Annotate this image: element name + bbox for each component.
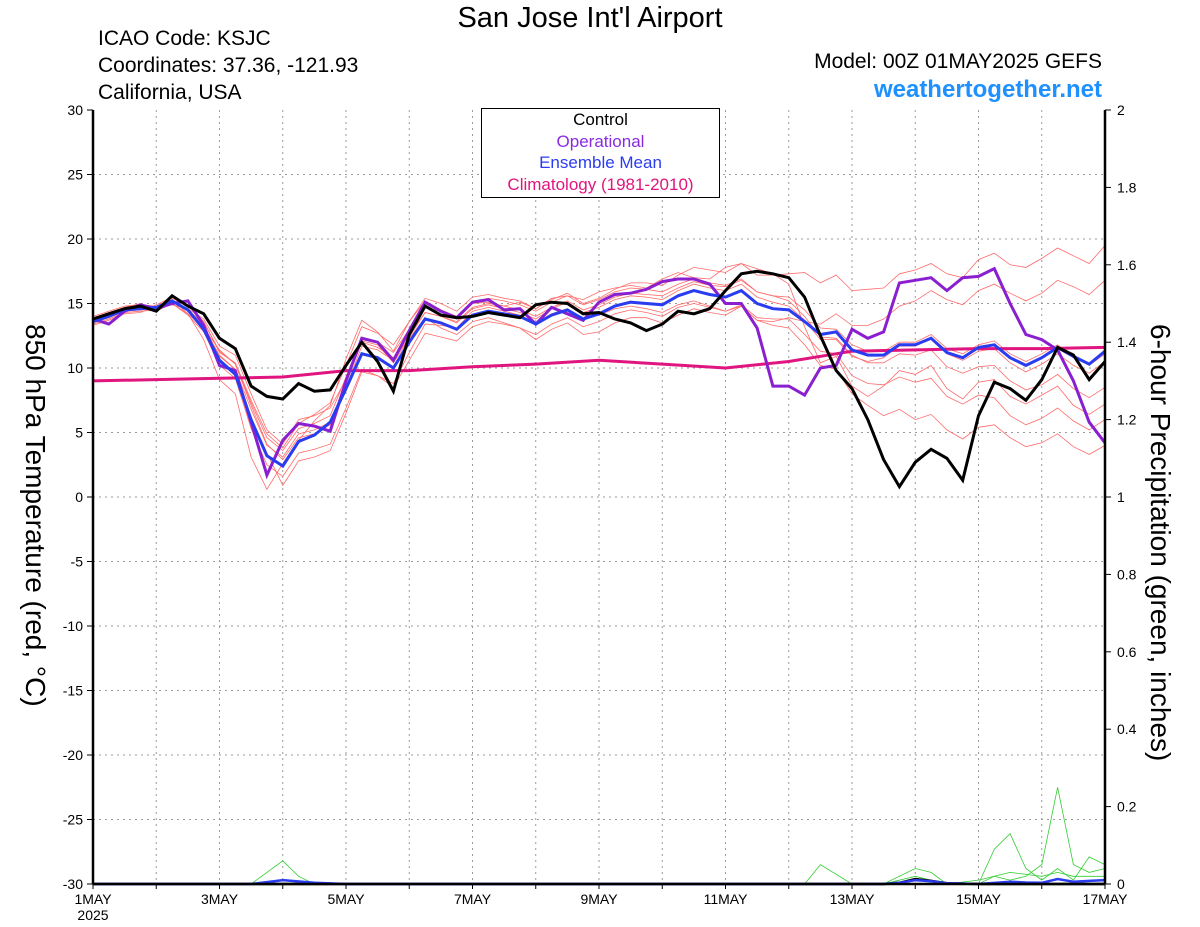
- y-right-tick-label: 0.2: [1117, 799, 1137, 815]
- x-tick-label: 9MAY: [580, 891, 618, 907]
- region: California, USA: [98, 81, 242, 104]
- legend-control: Control: [573, 110, 628, 129]
- y-axis-label-right: 6-hour Precipitation (green, inches): [1145, 324, 1176, 762]
- x-tick-label: 3MAY: [201, 891, 239, 907]
- y-tick-label: -15: [63, 683, 83, 699]
- x-tick-sublabel: 2025: [77, 907, 108, 923]
- y-tick-label: -5: [71, 554, 84, 570]
- tick-labels: 302520151050-5-10-15-20-25-3021.81.61.41…: [63, 102, 1137, 923]
- y-right-tick-label: 1.2: [1117, 412, 1137, 428]
- y-tick-label: -20: [63, 747, 83, 763]
- operational-line: [92, 266, 1107, 480]
- y-tick-label: -10: [63, 618, 83, 634]
- y-right-tick-label: 0.4: [1117, 721, 1137, 737]
- y-tick-label: 25: [67, 167, 83, 183]
- control-line: [92, 269, 1107, 490]
- y-tick-label: 5: [75, 425, 83, 441]
- x-tick-label: 15MAY: [956, 891, 1002, 907]
- x-tick-label: 11MAY: [704, 891, 748, 907]
- legend-operational: Operational: [556, 131, 645, 151]
- y-right-tick-label: 1: [1117, 489, 1125, 505]
- model-run: Model: 00Z 01MAY2025 GEFS: [814, 50, 1102, 73]
- precip-member-line: [93, 833, 1106, 885]
- icao-code: ICAO Code: KSJC: [98, 27, 271, 50]
- precip-member-line: [93, 787, 1106, 885]
- ensemble-member-lines: [92, 245, 1106, 491]
- coordinates: Coordinates: 37.36, -121.93: [98, 54, 359, 77]
- chart-title: San Jose Int'l Airport: [457, 2, 723, 34]
- x-tick-label: 1MAY: [74, 891, 112, 907]
- x-tick-label: 17MAY: [1083, 891, 1129, 907]
- y-right-tick-label: 0: [1117, 876, 1125, 892]
- legend-ensemble-mean: Ensemble Mean: [539, 153, 662, 172]
- y-right-tick-label: 0.8: [1117, 566, 1137, 582]
- y-right-tick-label: 1.8: [1117, 179, 1137, 195]
- axes: [87, 109, 1111, 889]
- x-tick-label: 13MAY: [830, 891, 876, 907]
- y-tick-label: -30: [63, 876, 83, 892]
- site-link[interactable]: weathertogether.net: [873, 76, 1102, 103]
- y-tick-label: 30: [67, 102, 83, 118]
- precip-mean-line: [93, 877, 1106, 886]
- member-line: [92, 263, 1106, 491]
- grid-lines: [93, 110, 1105, 884]
- x-tick-label: 7MAY: [454, 891, 492, 907]
- y-right-tick-label: 2: [1117, 102, 1125, 118]
- y-right-tick-label: 1.6: [1117, 257, 1137, 273]
- member-line: [92, 278, 1106, 452]
- legend-climatology: Climatology (1981-2010): [507, 174, 694, 194]
- y-right-tick-label: 1.4: [1117, 334, 1137, 350]
- legend: Control Operational Ensemble Mean Climat…: [481, 108, 720, 198]
- main-series-lines: [92, 266, 1107, 490]
- y-tick-label: 10: [67, 360, 83, 376]
- y-tick-label: -25: [63, 812, 83, 828]
- climatology-line: [92, 345, 1106, 383]
- y-tick-label: 15: [67, 296, 83, 312]
- member-line: [92, 245, 1106, 449]
- member-line: [92, 279, 1106, 445]
- y-right-tick-label: 0.6: [1117, 644, 1137, 660]
- member-line: [92, 279, 1106, 461]
- y-axis-label-left: 850 hPa Temperature (red, °C): [20, 324, 51, 707]
- x-tick-label: 5MAY: [327, 891, 365, 907]
- y-tick-label: 0: [75, 489, 83, 505]
- y-tick-label: 20: [67, 231, 83, 247]
